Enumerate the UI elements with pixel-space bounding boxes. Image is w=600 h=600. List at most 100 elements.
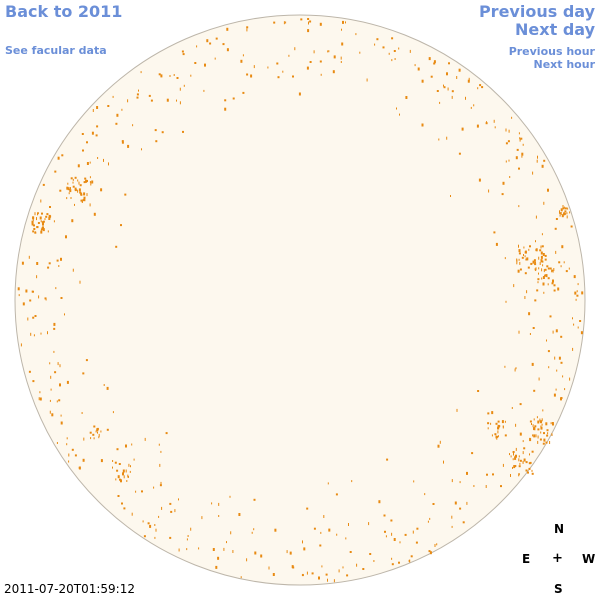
facula-point	[477, 390, 480, 392]
facula-point	[306, 507, 309, 510]
facula-point	[488, 189, 490, 193]
facula-point	[518, 258, 520, 261]
facula-point	[467, 79, 470, 83]
facula-point	[22, 302, 25, 306]
facula-point	[548, 366, 550, 369]
facula-point	[345, 537, 347, 540]
next-hour-link[interactable]: Next hour	[533, 58, 596, 71]
facula-point	[543, 291, 545, 294]
facula-point	[82, 372, 85, 375]
previous-day-link[interactable]: Previous day	[478, 2, 595, 21]
facula-point	[117, 495, 120, 497]
see-facular-data-link[interactable]: See facular data	[5, 44, 107, 57]
facula-point	[490, 422, 492, 425]
facula-point	[519, 403, 522, 406]
facula-point	[544, 254, 547, 257]
facula-point	[32, 217, 35, 220]
facula-point	[71, 219, 74, 223]
facula-point	[539, 418, 541, 422]
facula-point	[562, 207, 565, 210]
facula-point	[112, 466, 113, 469]
facula-point	[61, 154, 64, 157]
facula-point	[50, 375, 52, 379]
facula-point	[496, 436, 498, 440]
facula-point	[535, 267, 537, 271]
facula-point	[362, 568, 365, 570]
facula-point	[532, 434, 534, 437]
facula-point	[48, 262, 51, 265]
facula-point	[580, 331, 583, 335]
facula-point	[212, 548, 215, 551]
facula-point	[446, 72, 448, 76]
facula-point	[340, 61, 342, 63]
facula-point	[409, 559, 411, 563]
facula-point	[553, 284, 556, 287]
facula-point	[563, 206, 565, 209]
facula-point	[505, 160, 507, 163]
facula-point	[514, 465, 517, 467]
facula-point	[451, 525, 453, 528]
facula-point	[74, 189, 77, 192]
facula-point	[546, 429, 549, 432]
facula-point	[246, 558, 248, 562]
facula-point	[576, 290, 578, 293]
facula-point	[454, 501, 457, 505]
facula-point	[32, 290, 34, 293]
facula-point	[204, 63, 206, 67]
facula-point	[46, 213, 49, 216]
facula-point	[154, 536, 156, 539]
facula-point	[509, 176, 511, 178]
facula-point	[325, 573, 328, 576]
facula-point	[547, 277, 550, 280]
facula-point	[42, 220, 45, 223]
facula-point	[34, 212, 36, 216]
facula-point	[404, 533, 407, 536]
facula-point	[117, 475, 120, 479]
facula-point	[555, 250, 557, 254]
facula-point	[558, 261, 561, 264]
facula-point	[74, 176, 77, 179]
facula-point	[97, 157, 99, 159]
facula-point	[519, 462, 521, 465]
facula-point	[42, 183, 45, 186]
facula-point	[393, 538, 396, 541]
facula-point	[515, 156, 518, 160]
facula-point	[451, 95, 453, 99]
facula-point	[332, 70, 335, 74]
facula-point	[529, 453, 530, 456]
facula-point	[179, 87, 181, 91]
facula-point	[541, 233, 543, 236]
facula-point	[465, 96, 466, 100]
facula-point	[190, 527, 192, 531]
facula-point	[539, 262, 541, 265]
facula-point	[115, 122, 118, 125]
facula-point	[100, 188, 103, 192]
facula-point	[33, 228, 36, 230]
facula-point	[458, 68, 461, 72]
facula-point	[540, 420, 542, 424]
next-day-link[interactable]: Next day	[515, 20, 595, 39]
previous-hour-link[interactable]: Previous hour	[508, 45, 595, 58]
facula-point	[60, 421, 63, 425]
facula-point	[246, 26, 249, 29]
facula-point	[83, 181, 86, 184]
facula-point	[504, 365, 506, 368]
facula-point	[539, 438, 542, 441]
solar-disk	[14, 14, 586, 586]
facula-point	[160, 481, 162, 485]
facula-point	[176, 77, 179, 79]
facula-point	[514, 456, 517, 460]
facula-point	[288, 54, 290, 57]
facula-point	[569, 377, 571, 381]
facula-point	[382, 46, 385, 49]
facula-point	[519, 137, 521, 140]
facula-point	[38, 397, 40, 401]
facula-point	[555, 329, 558, 333]
facula-point	[518, 465, 521, 468]
facula-point	[160, 74, 163, 78]
facula-point	[577, 326, 579, 329]
back-to-year-link[interactable]: Back to 2011	[5, 2, 123, 21]
facula-point	[33, 334, 35, 337]
facula-point	[519, 459, 522, 462]
